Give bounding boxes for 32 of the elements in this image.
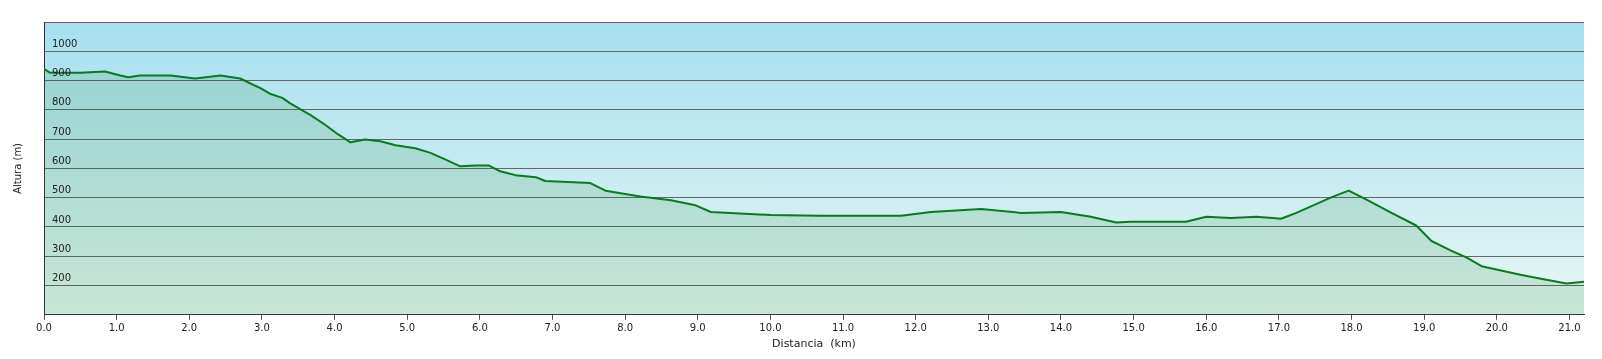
y-tick-label: 800 xyxy=(52,96,72,108)
y-axis-title: Altura (m) xyxy=(11,142,23,194)
y-tick-label: 600 xyxy=(52,154,72,166)
x-tick-label: 0.0 xyxy=(36,322,52,334)
x-tick-label: 10.0 xyxy=(759,322,782,334)
x-tick-label: 18.0 xyxy=(1340,322,1363,334)
x-tick-label: 3.0 xyxy=(253,322,270,334)
x-tick-label: 4.0 xyxy=(326,322,343,334)
x-tick-label: 6.0 xyxy=(471,322,488,334)
x-axis-title: Distancia (km) xyxy=(772,337,856,351)
x-tick-label: 20.0 xyxy=(1485,322,1508,334)
x-tick-label: 9.0 xyxy=(689,322,706,334)
x-tick-label: 12.0 xyxy=(904,322,927,334)
y-tick-label: 700 xyxy=(52,125,72,137)
x-tick-label: 2.0 xyxy=(181,322,198,334)
x-tick-label: 15.0 xyxy=(1122,322,1145,334)
x-tick-label: 21.0 xyxy=(1558,322,1581,334)
x-tick-label: 11.0 xyxy=(831,322,855,334)
x-tick-label: 13.0 xyxy=(977,322,1000,334)
x-tick-label: 7.0 xyxy=(544,322,561,334)
x-tick-label: 19.0 xyxy=(1413,322,1436,334)
y-tick-label: 200 xyxy=(52,272,72,284)
y-tick-label: 300 xyxy=(52,242,72,254)
y-tick-label: 1000 xyxy=(52,37,78,49)
x-tick-label: 8.0 xyxy=(617,322,634,334)
x-tick-label: 5.0 xyxy=(399,322,416,334)
x-tick-label: 1.0 xyxy=(108,322,125,334)
y-tick-label: 500 xyxy=(52,184,72,196)
x-tick-label: 14.0 xyxy=(1049,322,1073,334)
x-tick-label: 17.0 xyxy=(1267,322,1291,334)
x-tick-label: 16.0 xyxy=(1195,322,1218,334)
y-tick-label: 400 xyxy=(52,213,72,225)
